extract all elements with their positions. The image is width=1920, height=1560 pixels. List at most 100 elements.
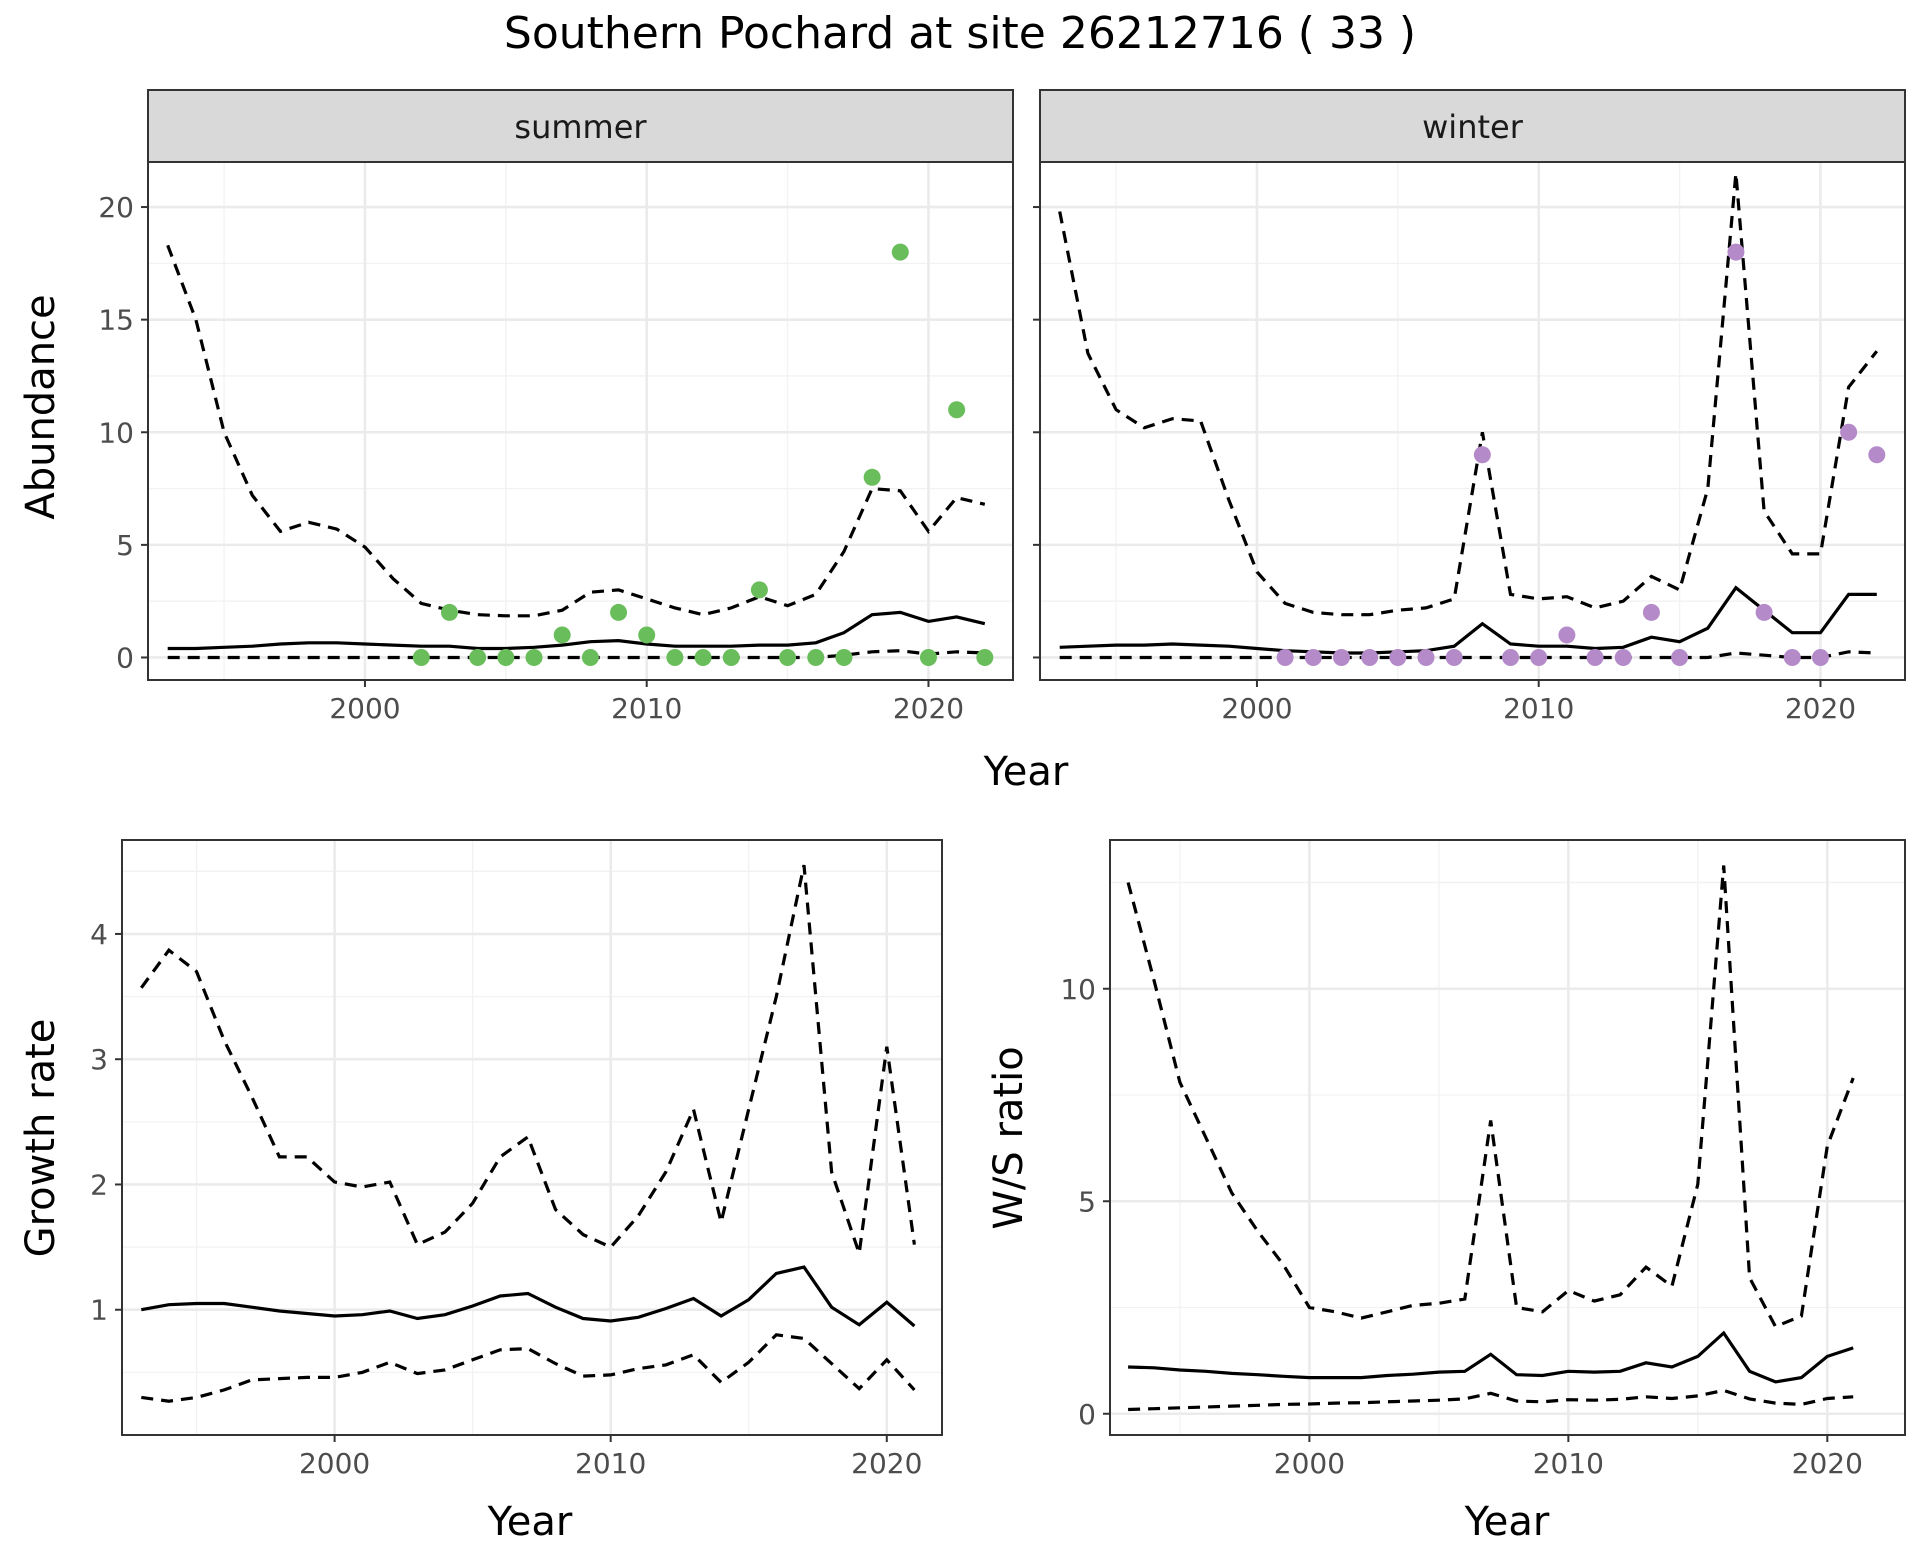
- summer-x-tick-label: 2000: [329, 692, 400, 725]
- winter-observed-point: [1614, 648, 1632, 666]
- growth-y-tick-label: 2: [90, 1168, 108, 1201]
- growth-panel-background: [122, 840, 942, 1435]
- winter-x-tick-label: 2020: [1785, 692, 1856, 725]
- growth-x-tick-label: 2000: [299, 1447, 370, 1480]
- summer-observed-point: [779, 648, 797, 666]
- summer-observed-point: [835, 648, 853, 666]
- ratio-x-tick-label: 2010: [1533, 1447, 1604, 1480]
- winter-observed-point: [1840, 423, 1858, 441]
- summer-observed-point: [412, 648, 430, 666]
- summer-observed-point: [581, 648, 599, 666]
- ratio-upper-ci-line: [1126, 865, 1855, 1329]
- ratio-y-tick-label: 10: [1060, 973, 1096, 1006]
- growth-mean-line: [141, 1265, 916, 1328]
- summer-observed-point: [610, 603, 628, 621]
- summer-observed-point: [469, 648, 487, 666]
- summer-upper-ci-line: [166, 244, 986, 618]
- winter-x-tick-label: 2010: [1503, 692, 1574, 725]
- winter-lower-ci-line: [1059, 650, 1877, 660]
- winter-observed-point: [1586, 648, 1604, 666]
- ws-ratio-x-axis-title: Year: [1464, 1499, 1550, 1545]
- ratio-panel-border: [1109, 839, 1906, 1436]
- growth-x-tick-label: 2010: [575, 1447, 646, 1480]
- summer-y-tick-label: 5: [116, 529, 134, 562]
- summer-observed-point: [807, 648, 825, 666]
- summer-x-tick-label: 2020: [893, 692, 964, 725]
- summer-observed-point: [976, 648, 994, 666]
- winter-observed-point: [1389, 648, 1407, 666]
- winter-observed-point: [1783, 648, 1801, 666]
- winter-upper-ci-line: [1058, 173, 1879, 617]
- winter-strip-label: winter: [1422, 108, 1524, 146]
- summer-y-tick-label: 0: [116, 641, 134, 674]
- growth-rate-panel: 2000 2010 2020 1 2 3 4 Growth rate Year: [18, 839, 943, 1545]
- summer-observed-point: [891, 243, 909, 261]
- figure-title: Southern Pochard at site 26212716 ( 33 ): [504, 8, 1416, 59]
- summer-observed-point: [694, 648, 712, 666]
- winter-observed-point: [1304, 648, 1322, 666]
- summer-observed-point: [750, 581, 768, 599]
- growth-rate-plot-area: 2000 2010 2020 1 2 3 4: [90, 839, 943, 1480]
- summer-panel-background: [148, 162, 1013, 680]
- winter-observed-point: [1868, 446, 1886, 464]
- abundance-y-axis-title: Abundance: [18, 294, 64, 519]
- winter-observed-point: [1558, 626, 1576, 644]
- summer-plot-area: 2000 2010 2020 0 5 10 15 20: [98, 161, 1014, 725]
- summer-observed-point: [948, 401, 966, 419]
- growth-panel-border: [121, 839, 943, 1436]
- growth-x-tick-label: 2020: [851, 1447, 922, 1480]
- summer-observed-point: [525, 648, 543, 666]
- winter-observed-point: [1755, 603, 1773, 621]
- winter-observed-point: [1332, 648, 1350, 666]
- summer-mean-line: [167, 610, 986, 651]
- summer-observed-point: [440, 603, 458, 621]
- winter-observed-point: [1417, 648, 1435, 666]
- summer-y-tick-label: 20: [98, 191, 134, 224]
- summer-observed-point: [638, 626, 656, 644]
- growth-y-tick-label: 3: [90, 1043, 108, 1076]
- winter-plot-area: 2000 2010 2020: [1033, 161, 1906, 725]
- growth-upper-ci-line: [140, 864, 916, 1254]
- summer-abundance-panel: summer 2000 2010 2020 0 5 10 15 20 Abundance: [18, 89, 1014, 725]
- summer-strip: [147, 89, 1014, 163]
- growth-y-tick-label: 1: [90, 1294, 108, 1327]
- top-x-axis-title: Year: [983, 749, 1069, 795]
- ratio-lower-ci-line: [1128, 1388, 1854, 1412]
- growth-rate-x-axis-title: Year: [487, 1499, 573, 1545]
- ratio-panel-background: [1110, 840, 1905, 1435]
- winter-panel-border: [1039, 161, 1906, 681]
- growth-rate-y-axis-title: Growth rate: [18, 1019, 64, 1258]
- winter-x-tick-label: 2000: [1221, 692, 1292, 725]
- winter-observed-point: [1361, 648, 1379, 666]
- summer-observed-point: [919, 648, 937, 666]
- winter-observed-point: [1642, 603, 1660, 621]
- summer-y-tick-label: 10: [98, 416, 134, 449]
- ratio-x-tick-label: 2020: [1792, 1447, 1863, 1480]
- winter-observed-point: [1502, 648, 1520, 666]
- summer-panel-border: [147, 161, 1014, 681]
- summer-y-tick-label: 15: [98, 304, 134, 337]
- winter-observed-point: [1445, 648, 1463, 666]
- ws-ratio-y-axis-title: W/S ratio: [986, 1046, 1032, 1229]
- ws-ratio-plot-area: 2000 2010 2020 0 5 10: [1060, 839, 1906, 1480]
- summer-observed-point: [863, 468, 881, 486]
- winter-abundance-panel: winter 2000 2010 2020: [1033, 89, 1906, 725]
- ratio-mean-line: [1128, 1330, 1854, 1384]
- summer-observed-point: [553, 626, 571, 644]
- winter-observed-point: [1671, 648, 1689, 666]
- winter-observed-point: [1530, 648, 1548, 666]
- winter-observed-point: [1727, 243, 1745, 261]
- summer-strip-label: summer: [514, 108, 647, 146]
- winter-mean-line: [1059, 585, 1877, 655]
- ws-ratio-panel: 2000 2010 2020 0 5 10 W/S ratio Year: [986, 839, 1906, 1545]
- summer-observed-point: [722, 648, 740, 666]
- ratio-x-tick-label: 2000: [1274, 1447, 1345, 1480]
- winter-observed-point: [1811, 648, 1829, 666]
- winter-observed-point: [1276, 648, 1294, 666]
- growth-y-tick-label: 4: [90, 918, 108, 951]
- summer-x-tick-label: 2010: [611, 692, 682, 725]
- summer-observed-point: [666, 648, 684, 666]
- ratio-y-tick-label: 5: [1078, 1185, 1096, 1218]
- winter-observed-point: [1473, 446, 1491, 464]
